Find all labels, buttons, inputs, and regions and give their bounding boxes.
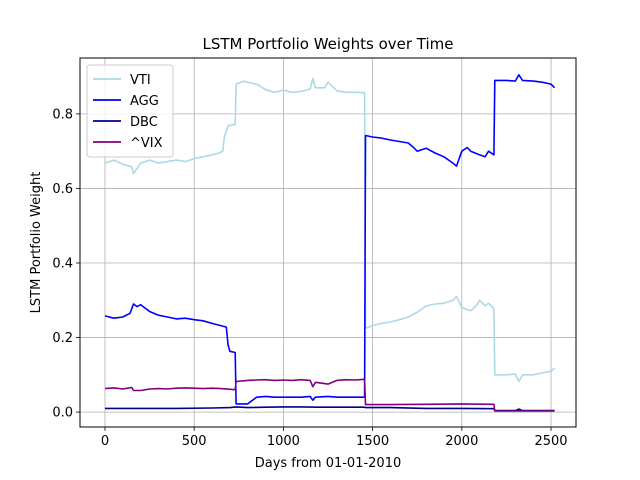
- chart-title: LSTM Portfolio Weights over Time: [203, 35, 454, 53]
- legend-entry-label: AGG: [130, 94, 159, 109]
- legend-entry-label: ^VIX: [130, 136, 163, 151]
- legend: VTI AGG DBC ^VIX: [86, 64, 174, 158]
- y-tick-label: 0.8: [52, 107, 73, 122]
- series-line-vix: [104, 378, 555, 412]
- axis-ticks: 0 500 1000 1500 2000 2500 0.0 0.2 0.4 0.6 0.8: [52, 107, 567, 449]
- y-tick-label: 0.6: [52, 182, 73, 197]
- x-tick-label: 2500: [534, 434, 567, 449]
- series-lines: [104, 74, 556, 412]
- y-tick-label: 0.0: [52, 406, 73, 421]
- plot-area: [79, 57, 577, 428]
- x-tick-label: 0: [101, 434, 109, 449]
- x-tick-label: 2000: [445, 434, 478, 449]
- x-axis-label: Days from 01-01-2010: [255, 456, 402, 471]
- legend-box: [86, 64, 174, 158]
- y-tick-label: 0.2: [52, 331, 73, 346]
- grid: [80, 58, 576, 427]
- x-tick-label: 500: [182, 434, 207, 449]
- series-line-vti: [104, 77, 556, 383]
- series-line-agg: [104, 74, 556, 405]
- legend-entry-label: DBC: [130, 115, 158, 130]
- x-tick-label: 1000: [267, 434, 300, 449]
- x-tick-label: 1500: [356, 434, 389, 449]
- y-axis-label: LSTM Portfolio Weight: [29, 172, 44, 314]
- legend-entry-label: VTI: [130, 73, 151, 88]
- y-tick-label: 0.4: [52, 257, 73, 272]
